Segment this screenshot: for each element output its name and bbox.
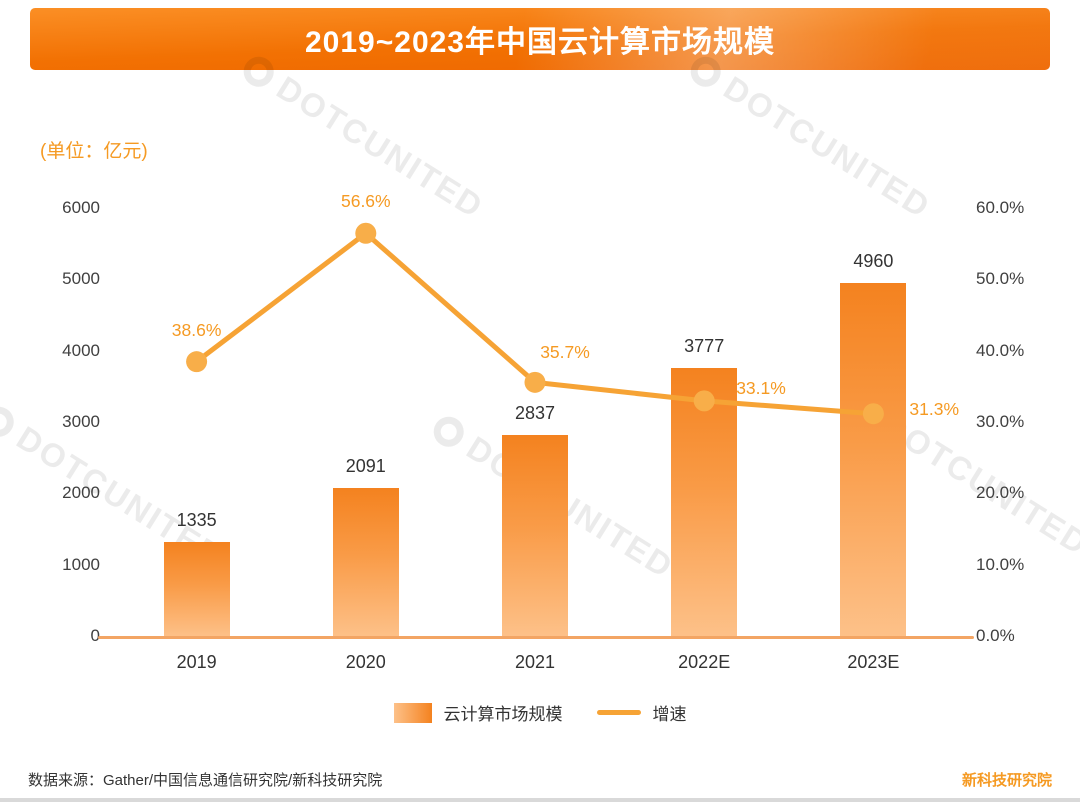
y-axis-left-tick: 2000	[62, 483, 100, 503]
bar	[840, 283, 907, 637]
line-marker	[524, 371, 546, 393]
bar	[502, 434, 568, 637]
growth-rate-label: 33.1%	[736, 377, 786, 398]
bar-value-label: 1335	[176, 509, 217, 530]
brand-name: 新科技研究院	[961, 772, 1052, 789]
bar	[163, 541, 230, 637]
x-axis-label: 2020	[345, 652, 386, 672]
bar-value-label: 4960	[853, 251, 894, 272]
x-axis-label: 2023E	[847, 652, 900, 672]
line-marker	[186, 351, 208, 373]
y-axis-left-tick: 4000	[62, 340, 100, 360]
legend: 云计算市场规模 增速	[0, 700, 1080, 725]
data-source: 数据来源：Gather/中国信息通信研究院/新科技研究院	[28, 772, 383, 789]
y-axis-left-tick: 3000	[62, 412, 100, 431]
footer: 数据来源：Gather/中国信息通信研究院/新科技研究院 新科技研究院	[28, 769, 1052, 790]
y-axis-left-tick: 5000	[62, 269, 100, 289]
bar	[332, 487, 399, 637]
bar-value-label: 3777	[684, 335, 725, 356]
bar	[671, 367, 738, 637]
line-marker	[355, 222, 377, 244]
y-axis-right-tick: 10.0%	[976, 554, 1025, 574]
y-axis-right-tick: 60.0%	[976, 198, 1025, 217]
bar-legend-label: 云计算市场规模	[443, 705, 563, 724]
x-axis-label: 2019	[176, 652, 217, 672]
bottom-divider	[0, 798, 1080, 802]
y-axis-right-tick: 40.0%	[976, 340, 1025, 360]
bar-legend-swatch	[393, 702, 432, 723]
unit-label: (单位：亿元)	[40, 141, 148, 162]
growth-rate-label: 35.7%	[540, 342, 590, 363]
bar-value-label: 2091	[345, 455, 386, 476]
legend-item-line: 增速	[596, 700, 687, 725]
y-axis-left-tick: 6000	[62, 198, 100, 217]
line-legend-swatch	[596, 710, 641, 715]
growth-rate-label: 56.6%	[340, 191, 391, 212]
y-axis-left-tick: 1000	[62, 554, 100, 574]
y-axis-right-tick: 30.0%	[976, 412, 1025, 431]
growth-rate-label: 31.3%	[909, 398, 960, 419]
bar-value-label: 2837	[514, 402, 556, 423]
y-axis-right-tick: 0.0%	[976, 626, 1015, 645]
x-axis-label: 2021	[514, 652, 556, 672]
x-axis-label: 2022E	[678, 652, 731, 672]
legend-item-bars: 云计算市场规模	[393, 700, 563, 725]
y-axis-right-tick: 50.0%	[976, 269, 1025, 289]
chart-title: 2019~2023年中国云计算市场规模	[305, 26, 775, 59]
y-axis-left-tick: 0	[90, 626, 100, 645]
title-banner: 2019~2023年中国云计算市场规模	[30, 8, 1050, 70]
y-axis-right-tick: 20.0%	[976, 483, 1025, 503]
x-axis-line	[98, 636, 974, 639]
line-legend-label: 增速	[652, 705, 687, 724]
growth-rate-label: 38.6%	[171, 319, 222, 340]
